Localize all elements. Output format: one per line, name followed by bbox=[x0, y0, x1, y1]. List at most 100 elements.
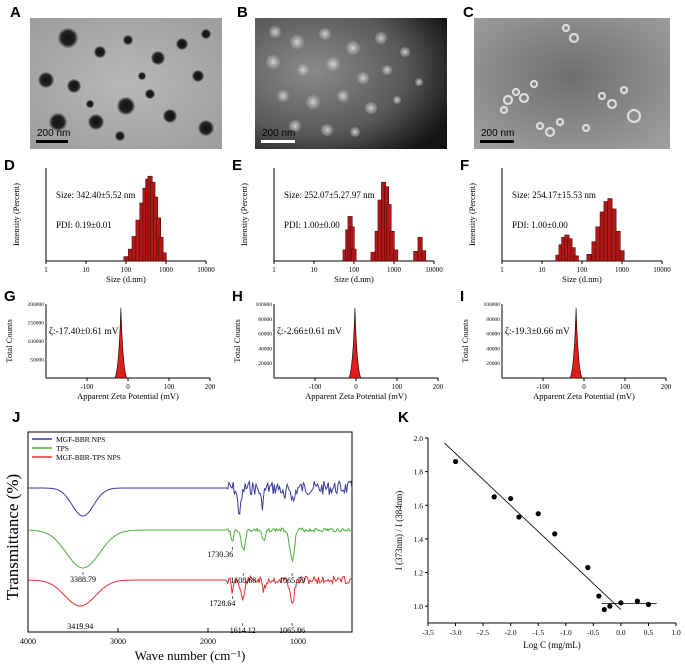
x-tick-label: 200 bbox=[433, 383, 444, 391]
x-tick-label: 1000 bbox=[159, 266, 174, 274]
data-point bbox=[491, 494, 497, 500]
peak-label-tps: 1065.59 bbox=[279, 576, 305, 585]
x-tick-label: 100 bbox=[164, 383, 175, 391]
dls-bar bbox=[351, 248, 357, 262]
y-tick-label: 80000 bbox=[486, 317, 500, 323]
panel-label-b: B bbox=[237, 4, 248, 21]
y-tick-label: 20000 bbox=[258, 361, 272, 367]
panel-label-j: J bbox=[12, 409, 21, 426]
x-tick-label: 0 bbox=[354, 383, 358, 391]
x-tick-label: 0 bbox=[582, 383, 586, 391]
pyrene-chart-k: -3.5 -3.0 -2.5 -2.0 -1.5 -1.0 -0.5 0.0 0.5 1.0 2.0… bbox=[394, 434, 681, 650]
x-axis-title: Size (d.nm) bbox=[106, 274, 146, 284]
legend-tps: TPS bbox=[56, 444, 69, 453]
x-tick-label: 10000 bbox=[197, 266, 215, 274]
ftir-line-mix bbox=[28, 574, 353, 607]
x-tick-label: 10 bbox=[83, 266, 91, 274]
y-tick-label: 50000 bbox=[30, 358, 44, 364]
y-tick-label: 1.0 bbox=[414, 602, 424, 611]
scale-text-a: 200 nm bbox=[37, 128, 70, 139]
size-text: Size: 254.17±15.53 nm bbox=[512, 190, 596, 200]
y-tick-label: 150000 bbox=[28, 321, 45, 327]
pdi-text: PDI: 1.00±0.00 bbox=[284, 220, 340, 230]
y-tick-label: 40000 bbox=[258, 346, 272, 352]
ftir-line-mgf bbox=[28, 480, 353, 517]
pdi-text: PDI: 0.19±0.01 bbox=[56, 220, 112, 230]
zeta-text: ζ:-2.66±0.61 mV bbox=[277, 326, 342, 337]
x-axis-title: Size (d.nm) bbox=[334, 274, 374, 284]
dls-bar bbox=[393, 249, 399, 262]
zeta-chart-g: -100 0 100 200 200000 150000 100000 50000 Appare… bbox=[4, 302, 216, 401]
x-tick-label: 200 bbox=[205, 383, 216, 391]
ftir-frame bbox=[27, 431, 353, 633]
panel-label-f: F bbox=[460, 157, 470, 174]
panel-label-k: K bbox=[398, 409, 409, 426]
peak-label-mix: 1614.12 bbox=[230, 626, 256, 635]
y-axis-title: Total Counts bbox=[460, 319, 470, 363]
x-tick-label: 1000 bbox=[615, 266, 630, 274]
data-point bbox=[516, 514, 522, 520]
y-tick-label: 100000 bbox=[484, 302, 501, 308]
y-tick-label: 1.6 bbox=[414, 501, 424, 510]
dls-bar bbox=[158, 236, 164, 262]
y-tick-label: 200000 bbox=[28, 302, 45, 308]
peak-label-mix: 1728.64 bbox=[209, 599, 235, 608]
panel-label-e: E bbox=[232, 157, 243, 174]
x-tick-label: 100 bbox=[349, 266, 360, 274]
size-text: Size: 342.40±5.52 nm bbox=[56, 190, 135, 200]
dls-bar bbox=[123, 256, 129, 262]
y-tick-label: 1.8 bbox=[414, 468, 424, 477]
y-tick-label: 60000 bbox=[258, 332, 272, 338]
ftir-chart: 4000 3000 2000 1000 Wave number (cm⁻¹) Transm… bbox=[3, 431, 353, 663]
y-axis-title: Intensity (Percent) bbox=[239, 183, 249, 246]
peak-label-tps: 3388.79 bbox=[70, 575, 96, 584]
dls-bar bbox=[615, 230, 621, 262]
x-axis-title: Apparent Zeta Potential (mV) bbox=[77, 391, 179, 401]
dls-bar bbox=[370, 251, 376, 262]
panel-label-i: I bbox=[460, 288, 465, 305]
data-point bbox=[508, 495, 514, 502]
data-point bbox=[607, 603, 613, 609]
panel-label-g: G bbox=[4, 288, 16, 305]
y-tick-label: 40000 bbox=[486, 346, 500, 352]
x-tick-label: -3.0 bbox=[450, 628, 462, 637]
x-tick-label: 10000 bbox=[425, 266, 443, 274]
y-axis-title: I (373nm) / I (384nm) bbox=[394, 491, 404, 570]
y-tick-label: 60000 bbox=[486, 332, 500, 338]
peak-label-tps: 1730.36 bbox=[207, 550, 233, 559]
y-axis-title: Intensity (Percent) bbox=[11, 183, 21, 246]
x-tick-label: -2.5 bbox=[477, 628, 489, 637]
fit-line bbox=[444, 442, 622, 610]
x-axis-title: Apparent Zeta Potential (mV) bbox=[305, 391, 407, 401]
x-axis-title: Log C (mg/mL) bbox=[523, 640, 581, 650]
dls-bar bbox=[570, 247, 576, 262]
dls-bar bbox=[611, 208, 617, 262]
y-axis-title: Intensity (Percent) bbox=[467, 183, 477, 246]
data-point bbox=[452, 458, 459, 465]
dls-bar bbox=[389, 230, 395, 262]
y-tick-label: 20000 bbox=[486, 361, 500, 367]
x-tick-label: 1000 bbox=[290, 637, 306, 646]
x-tick-label: -2.0 bbox=[505, 628, 517, 637]
data-point bbox=[601, 606, 607, 613]
x-tick-label: 10000 bbox=[653, 266, 671, 274]
x-tick-label: 1000 bbox=[387, 266, 402, 274]
x-tick-label: 10 bbox=[539, 266, 547, 274]
dls-chart-e: 1 10 100 1000 10000 Size (d.nm) Intensity (Per… bbox=[239, 168, 443, 284]
zeta-chart-i: -100 0 100 200 100000 80000 60000 40000 20000 App… bbox=[460, 302, 672, 401]
x-tick-label: 100 bbox=[620, 383, 631, 391]
y-tick-label: 2.0 bbox=[414, 434, 424, 443]
x-tick-label: -1.0 bbox=[560, 628, 572, 637]
ftir-line-tps bbox=[28, 527, 353, 569]
x-tick-label: 10 bbox=[311, 266, 319, 274]
x-tick-label: -100 bbox=[81, 383, 94, 391]
data-point bbox=[645, 601, 652, 608]
data-point bbox=[596, 593, 602, 599]
x-tick-label: 4000 bbox=[20, 637, 36, 646]
y-axis-title: Transmittance (%) bbox=[3, 474, 22, 600]
x-tick-label: -100 bbox=[309, 383, 322, 391]
x-tick-label: 0 bbox=[126, 383, 130, 391]
pdi-text: PDI: 1.00±0.00 bbox=[512, 220, 568, 230]
x-axis-title: Apparent Zeta Potential (mV) bbox=[533, 391, 635, 401]
data-point bbox=[585, 564, 591, 571]
